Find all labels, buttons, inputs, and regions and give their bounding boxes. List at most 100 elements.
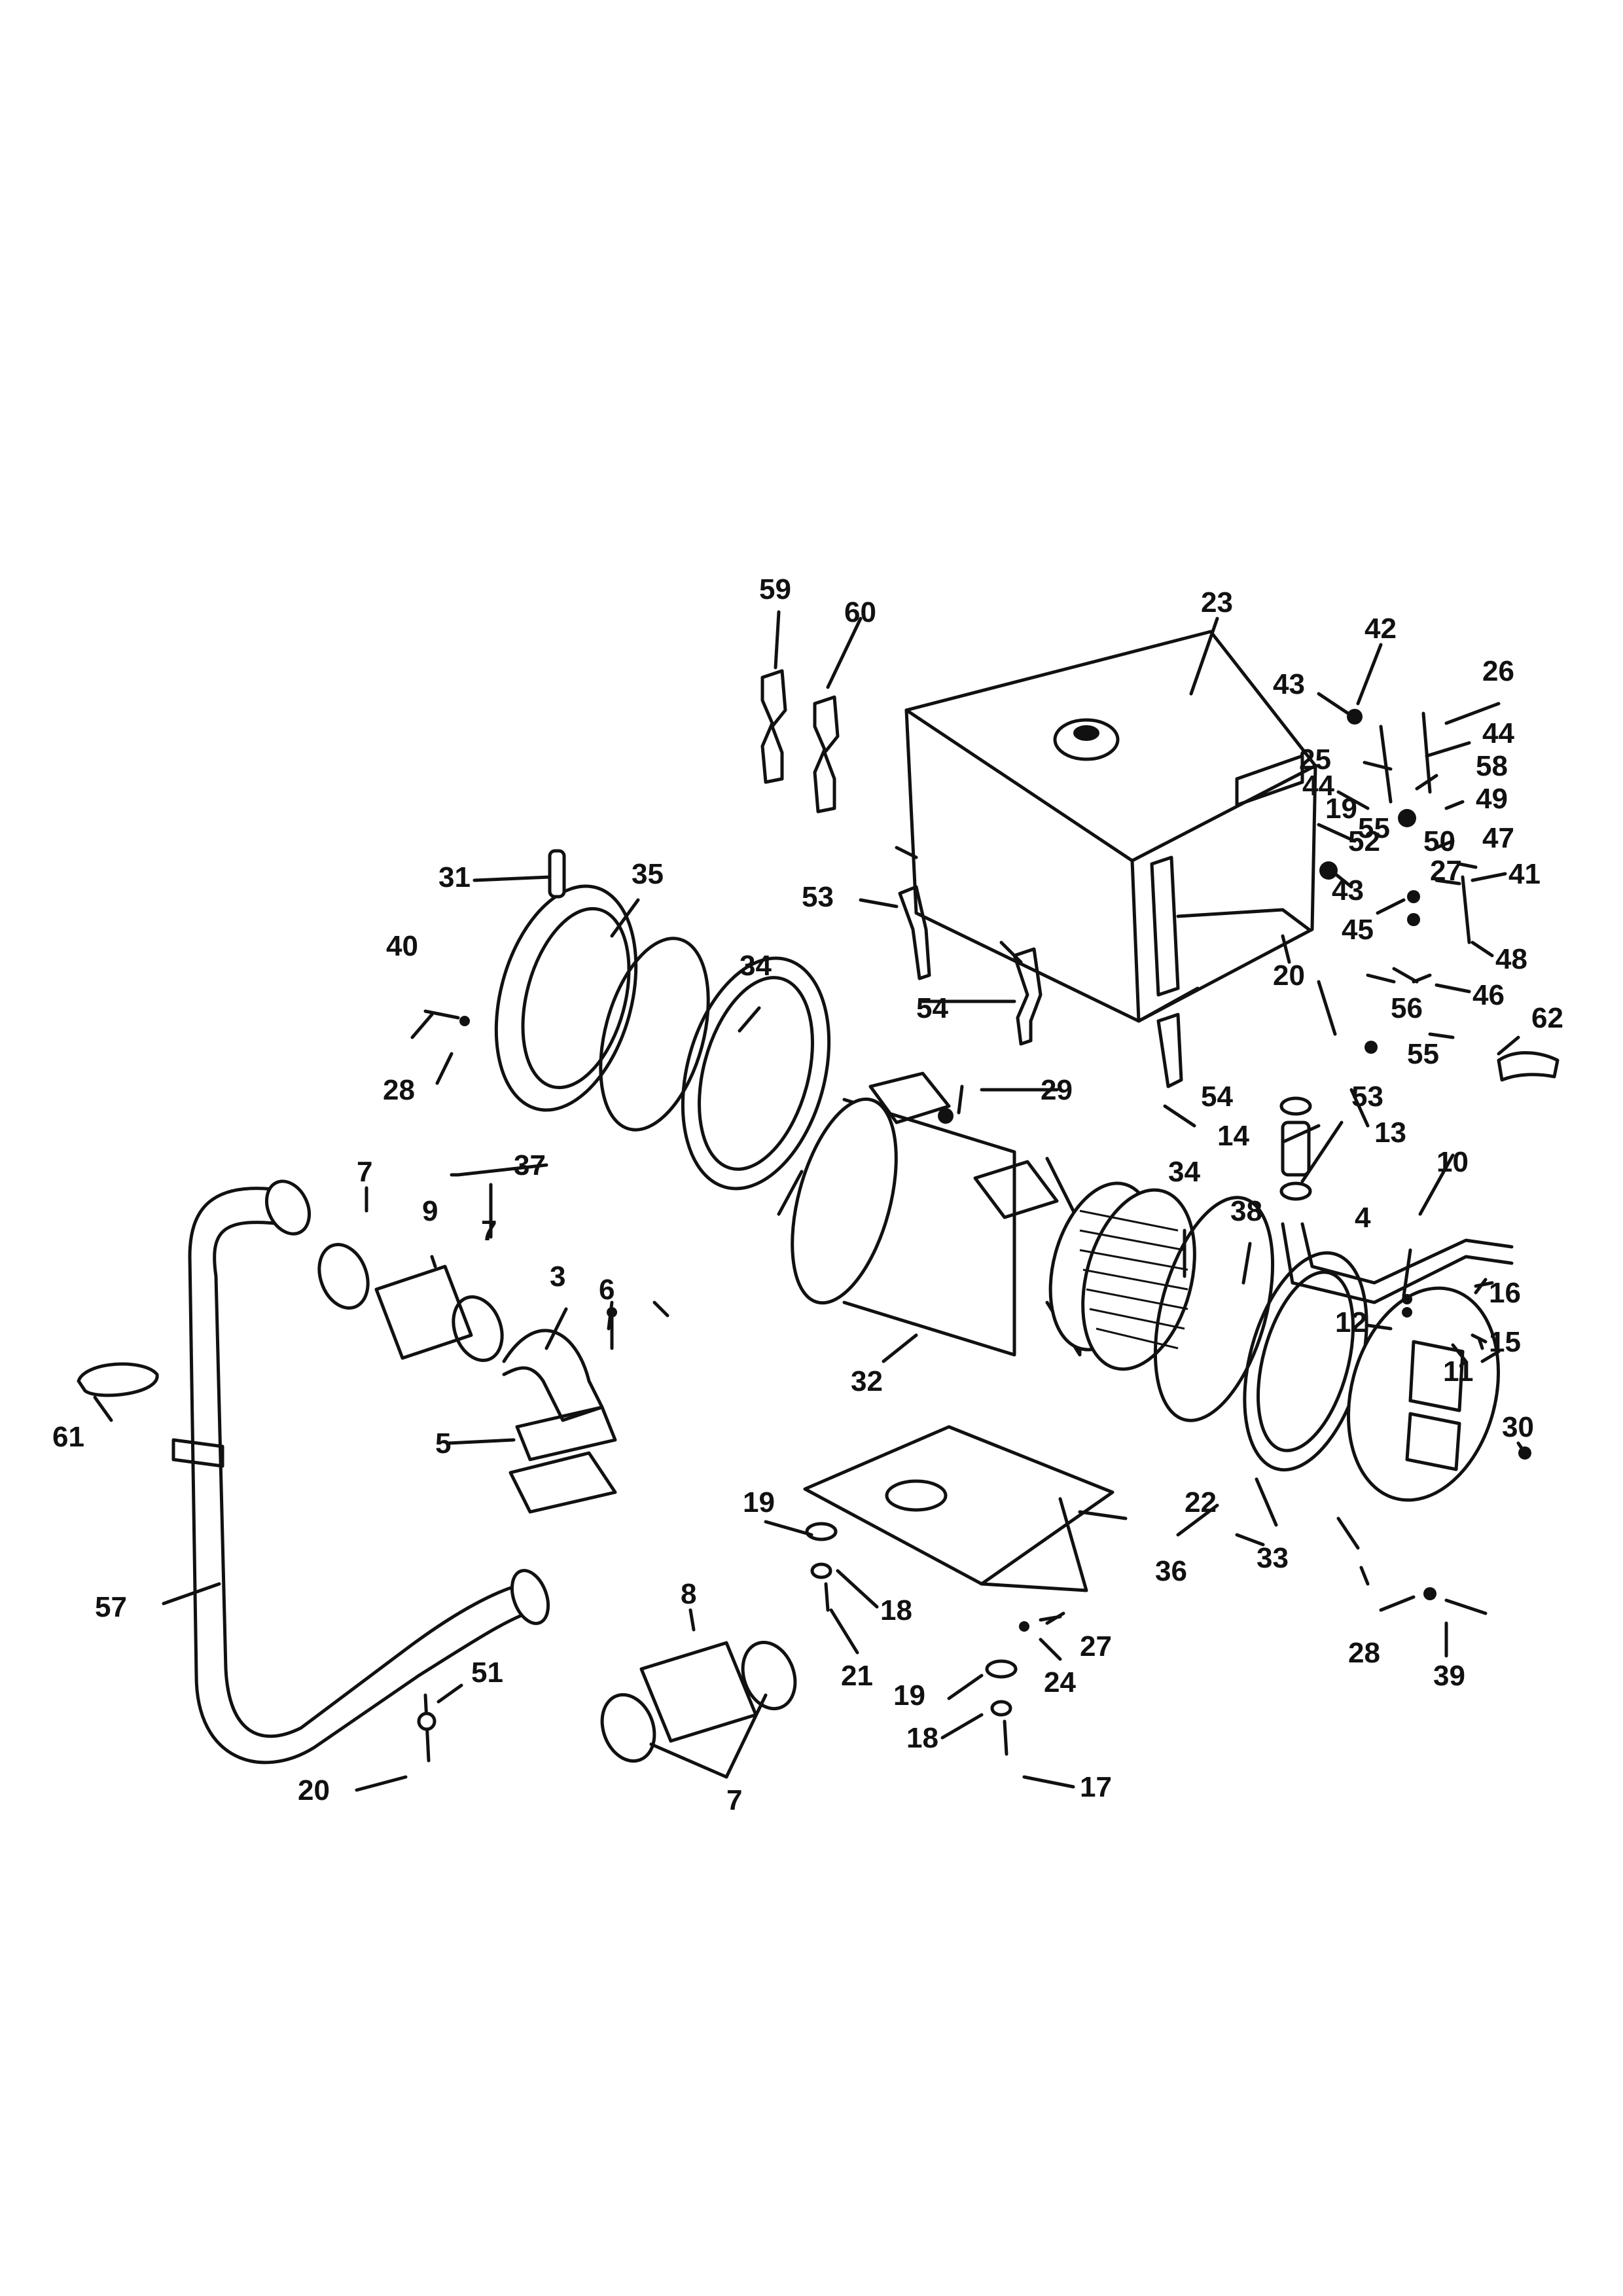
callout-9: 9 [422, 1195, 438, 1227]
callout-40: 40 [386, 930, 418, 962]
callout-49: 49 [1476, 783, 1508, 815]
callout-28b: 28 [1348, 1637, 1380, 1669]
callout-45: 45 [1342, 914, 1374, 946]
callout-7: 7 [357, 1156, 372, 1188]
callout-7b: 7 [481, 1215, 497, 1247]
callout-22: 22 [1185, 1486, 1217, 1518]
callout-23: 23 [1201, 586, 1233, 619]
sight-14 [1279, 1096, 1312, 1201]
callout-54: 54 [916, 992, 948, 1024]
callout-55b: 55 [1407, 1038, 1439, 1070]
gasket-5 [508, 1451, 617, 1514]
small-hardware [417, 709, 1531, 1763]
base-plate-22 [803, 1425, 1115, 1592]
tube-bundle [1048, 1181, 1196, 1371]
callout-17: 17 [1080, 1771, 1112, 1803]
callout-34b: 34 [1168, 1156, 1200, 1188]
callout-43b: 43 [1332, 874, 1364, 906]
callout-48: 48 [1495, 943, 1527, 975]
callout-8: 8 [681, 1578, 696, 1610]
bracket-53 [898, 885, 931, 980]
callout-61: 61 [52, 1421, 84, 1453]
callout-20b: 20 [298, 1774, 330, 1806]
callout-53: 53 [802, 881, 834, 913]
hose-9 [374, 1265, 473, 1360]
callout-13: 13 [1374, 1117, 1406, 1149]
callout-12: 12 [1335, 1306, 1367, 1338]
callout-35: 35 [632, 858, 664, 890]
callout-51: 51 [471, 1657, 503, 1689]
callout-20: 20 [1273, 960, 1305, 992]
clip-62 [1497, 1050, 1560, 1082]
tank [895, 630, 1317, 1023]
callout-47: 47 [1482, 822, 1514, 854]
callout-19: 19 [1325, 793, 1357, 825]
callout-55: 55 [1358, 812, 1390, 844]
callout-62: 62 [1531, 1002, 1563, 1034]
callout-39: 39 [1433, 1660, 1465, 1692]
callout-25: 25 [1299, 744, 1331, 776]
callout-43: 43 [1273, 668, 1305, 700]
strap-60 [813, 695, 840, 814]
callout-10: 10 [1436, 1146, 1469, 1178]
clamp-7a [317, 1243, 370, 1310]
pipe-4 [1281, 1222, 1514, 1304]
callout-57: 57 [95, 1591, 127, 1623]
callout-31: 31 [438, 861, 471, 893]
flange-35 [494, 884, 638, 1112]
o-ring-37 [599, 937, 710, 1132]
elbow-3 [502, 1329, 617, 1462]
clamp-7b [452, 1295, 504, 1362]
callout-27b: 27 [1080, 1630, 1112, 1662]
callout-15: 15 [1489, 1326, 1521, 1358]
callout-27: 27 [1430, 855, 1462, 887]
callout-18: 18 [880, 1594, 912, 1626]
callout-33: 33 [1257, 1542, 1289, 1574]
head-33 [1346, 1286, 1501, 1502]
callout-52: 52 [1348, 825, 1380, 857]
clamp-61 [77, 1362, 159, 1397]
callout-7c: 7 [726, 1784, 742, 1816]
hose-57 [171, 1179, 550, 1765]
callout-41: 41 [1508, 858, 1541, 890]
callout-4: 4 [1355, 1202, 1371, 1234]
gasket-34-left [681, 956, 831, 1191]
callout-37: 37 [514, 1149, 546, 1181]
callout-24: 24 [1044, 1666, 1076, 1698]
callout-44: 44 [1482, 717, 1514, 749]
callout-26: 26 [1482, 655, 1514, 687]
callout-19b: 19 [743, 1486, 775, 1518]
strap-59 [760, 669, 787, 784]
callout-29: 29 [1041, 1074, 1073, 1106]
callout-50: 50 [1423, 825, 1455, 857]
callout-18b: 18 [906, 1722, 938, 1754]
callout-16: 16 [1489, 1277, 1521, 1309]
callout-11: 11 [1443, 1355, 1474, 1388]
callout-labels: 59 60 23 42 43 26 44 25 44 58 19 49 52 5… [52, 573, 1563, 1816]
hose-8 [600, 1640, 797, 1763]
callout-6: 6 [599, 1274, 615, 1306]
callout-42: 42 [1364, 613, 1397, 645]
callout-59: 59 [759, 573, 791, 605]
callout-53b: 53 [1351, 1081, 1383, 1113]
callout-56: 56 [1391, 992, 1423, 1024]
callout-36: 36 [1155, 1555, 1187, 1587]
callout-14: 14 [1217, 1120, 1249, 1152]
callout-60: 60 [844, 596, 876, 628]
callout-58: 58 [1476, 750, 1508, 782]
callout-5: 5 [435, 1427, 451, 1460]
callout-19c: 19 [893, 1679, 925, 1712]
callout-38: 38 [1230, 1195, 1262, 1227]
leader-lines [93, 610, 1527, 1792]
callout-44b: 44 [1302, 770, 1334, 802]
callout-21: 21 [841, 1660, 873, 1692]
callout-28: 28 [383, 1074, 415, 1106]
callout-34: 34 [740, 950, 772, 982]
exchanger-body-32 [791, 1071, 1275, 1422]
callout-46: 46 [1472, 979, 1505, 1011]
callout-54b: 54 [1201, 1081, 1233, 1113]
callout-3: 3 [550, 1261, 565, 1293]
callout-30: 30 [1502, 1411, 1534, 1443]
bracket-54 [1012, 947, 1183, 1088]
